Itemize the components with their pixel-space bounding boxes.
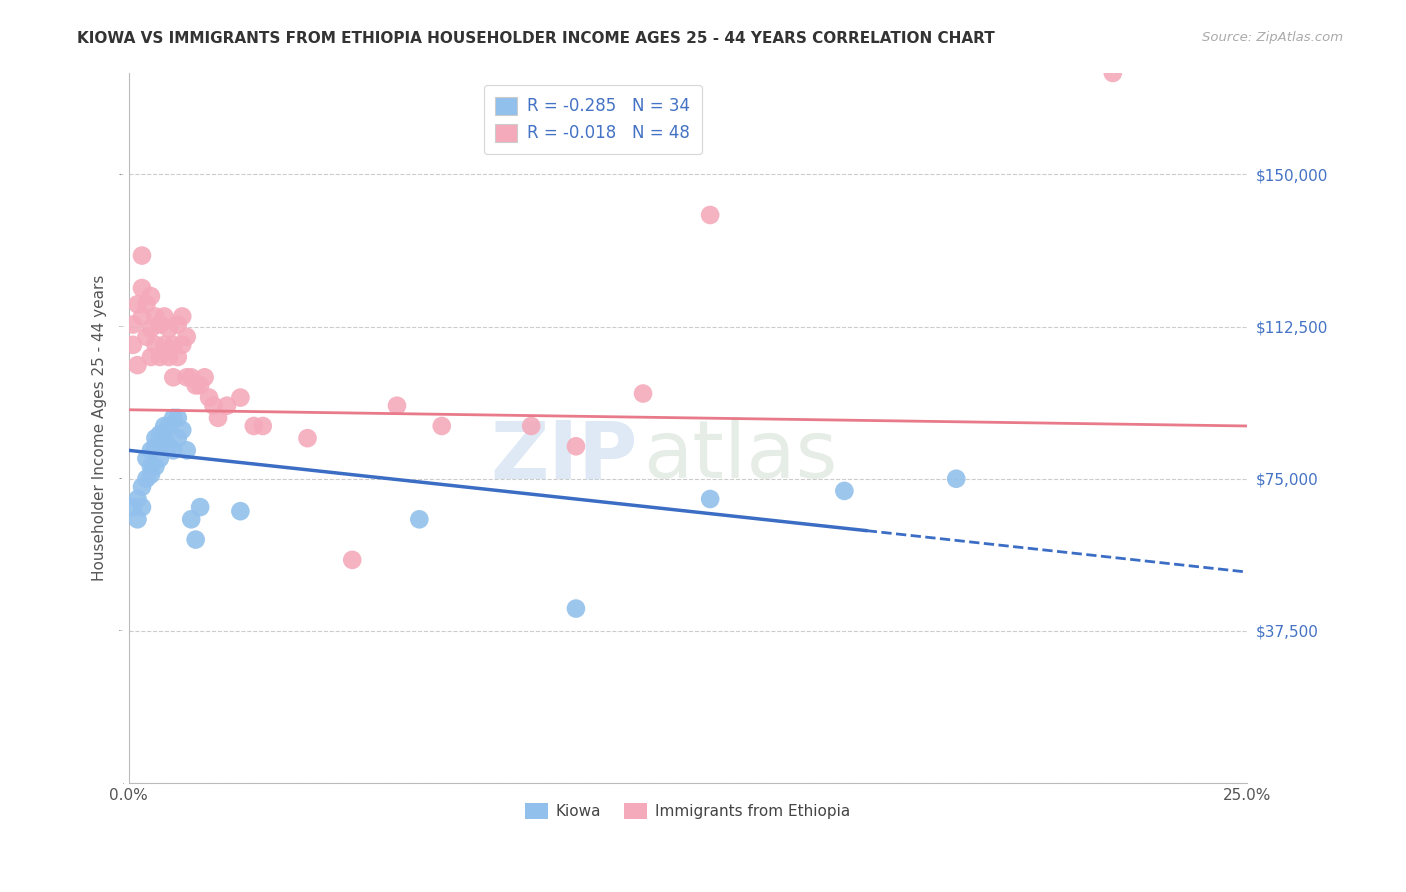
Point — [157, 439, 180, 453]
Legend: Kiowa, Immigrants from Ethiopia: Kiowa, Immigrants from Ethiopia — [519, 797, 856, 825]
Point — [162, 370, 184, 384]
Point — [139, 350, 162, 364]
Point — [162, 443, 184, 458]
Point — [184, 378, 207, 392]
Point — [153, 310, 176, 324]
Y-axis label: Householder Income Ages 25 - 44 years: Householder Income Ages 25 - 44 years — [93, 275, 107, 582]
Point — [145, 459, 167, 474]
Point — [834, 483, 856, 498]
Point — [162, 410, 184, 425]
Point — [176, 370, 198, 384]
Point — [162, 338, 184, 352]
Point — [153, 338, 176, 352]
Point — [145, 431, 167, 445]
Point — [1101, 66, 1123, 80]
Point — [184, 533, 207, 547]
Point — [135, 297, 157, 311]
Text: Source: ZipAtlas.com: Source: ZipAtlas.com — [1202, 31, 1343, 45]
Point — [131, 249, 153, 263]
Point — [127, 491, 149, 506]
Point — [127, 297, 149, 311]
Point — [149, 427, 172, 442]
Point — [520, 419, 543, 434]
Point — [139, 459, 162, 474]
Point — [127, 512, 149, 526]
Text: KIOWA VS IMMIGRANTS FROM ETHIOPIA HOUSEHOLDER INCOME AGES 25 - 44 YEARS CORRELAT: KIOWA VS IMMIGRANTS FROM ETHIOPIA HOUSEH… — [77, 31, 995, 46]
Point — [252, 419, 274, 434]
Point — [149, 451, 172, 466]
Point — [188, 378, 211, 392]
Point — [149, 350, 172, 364]
Point — [188, 500, 211, 515]
Point — [135, 329, 157, 343]
Point — [565, 439, 588, 453]
Point — [166, 431, 188, 445]
Point — [139, 467, 162, 482]
Point — [945, 472, 967, 486]
Point — [385, 399, 408, 413]
Point — [699, 208, 721, 222]
Point — [145, 310, 167, 324]
Point — [157, 419, 180, 434]
Point — [430, 419, 453, 434]
Point — [145, 439, 167, 453]
Point — [176, 329, 198, 343]
Point — [122, 318, 145, 332]
Point — [166, 350, 188, 364]
Point — [166, 410, 188, 425]
Point — [172, 423, 194, 437]
Point — [153, 419, 176, 434]
Point — [157, 350, 180, 364]
Point — [207, 410, 229, 425]
Point — [135, 472, 157, 486]
Point — [131, 480, 153, 494]
Point — [122, 338, 145, 352]
Text: ZIP: ZIP — [491, 417, 637, 495]
Point — [172, 310, 194, 324]
Point — [243, 419, 266, 434]
Point — [131, 500, 153, 515]
Point — [408, 512, 430, 526]
Point — [229, 504, 252, 518]
Point — [565, 601, 588, 615]
Point — [215, 399, 238, 413]
Point — [198, 391, 221, 405]
Point — [202, 399, 225, 413]
Point — [157, 321, 180, 335]
Point — [297, 431, 319, 445]
Point — [229, 391, 252, 405]
Point — [180, 512, 202, 526]
Point — [631, 386, 654, 401]
Point — [180, 370, 202, 384]
Point — [145, 338, 167, 352]
Point — [131, 310, 153, 324]
Point — [699, 491, 721, 506]
Point — [135, 451, 157, 466]
Point — [139, 321, 162, 335]
Point — [139, 289, 162, 303]
Point — [176, 443, 198, 458]
Point — [194, 370, 217, 384]
Point — [139, 443, 162, 458]
Point — [131, 281, 153, 295]
Point — [342, 553, 364, 567]
Point — [127, 358, 149, 372]
Point — [149, 318, 172, 332]
Point — [122, 500, 145, 515]
Point — [153, 431, 176, 445]
Point — [172, 338, 194, 352]
Point — [166, 318, 188, 332]
Text: atlas: atlas — [643, 417, 838, 495]
